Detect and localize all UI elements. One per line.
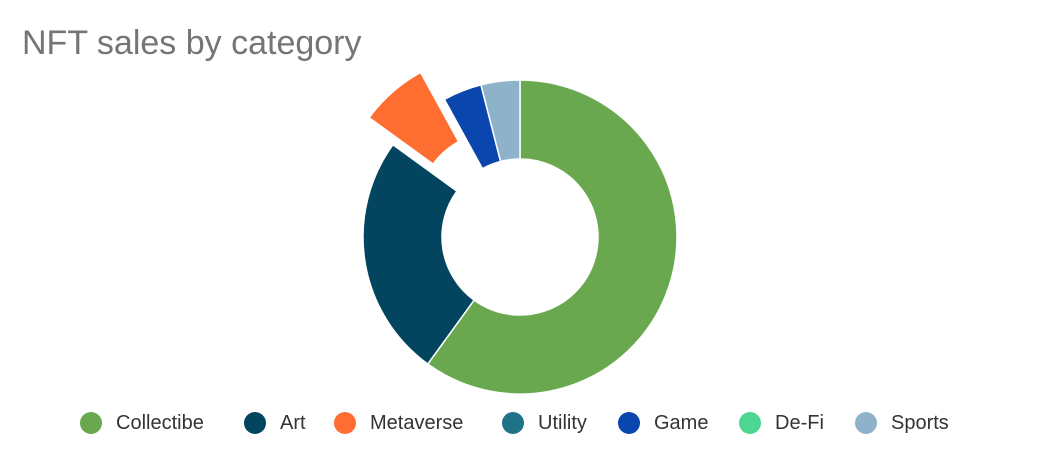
legend-label-metaverse: Metaverse [370,411,464,434]
legend-label-collectibe: Collectibe [116,411,204,434]
slice-metaverse[interactable] [368,71,460,166]
legend-item-collectibe[interactable]: Collectibe [80,408,204,438]
legend-label-game: Game [654,411,709,434]
legend-item-metaverse[interactable]: Metaverse [334,408,463,438]
legend-label-sports: Sports [891,411,949,434]
legend-item-utility[interactable]: Utility [502,408,587,438]
legend-item-sports[interactable]: Sports [855,408,949,438]
legend-label-utility: Utility [538,411,587,434]
slice-sports[interactable] [480,79,521,163]
legend-swatch-de-fi [739,412,761,434]
chart-title: NFT sales by category [22,24,362,62]
slice-collectibe[interactable] [426,79,678,395]
legend-item-de-fi[interactable]: De-Fi [739,408,824,438]
donut-chart [362,71,678,395]
chart-legend: Collectibe Art Metaverse Utility Game De… [0,408,1040,438]
legend-swatch-collectibe [80,412,102,434]
legend-swatch-metaverse [334,412,356,434]
legend-label-art: Art [280,411,306,434]
legend-swatch-sports [855,412,877,434]
legend-label-de-fi: De-Fi [775,411,824,434]
slice-art[interactable] [362,143,476,366]
legend-swatch-game [618,412,640,434]
legend-swatch-art [244,412,266,434]
legend-item-game[interactable]: Game [618,408,708,438]
legend-item-art[interactable]: Art [244,408,306,438]
legend-swatch-utility [502,412,524,434]
